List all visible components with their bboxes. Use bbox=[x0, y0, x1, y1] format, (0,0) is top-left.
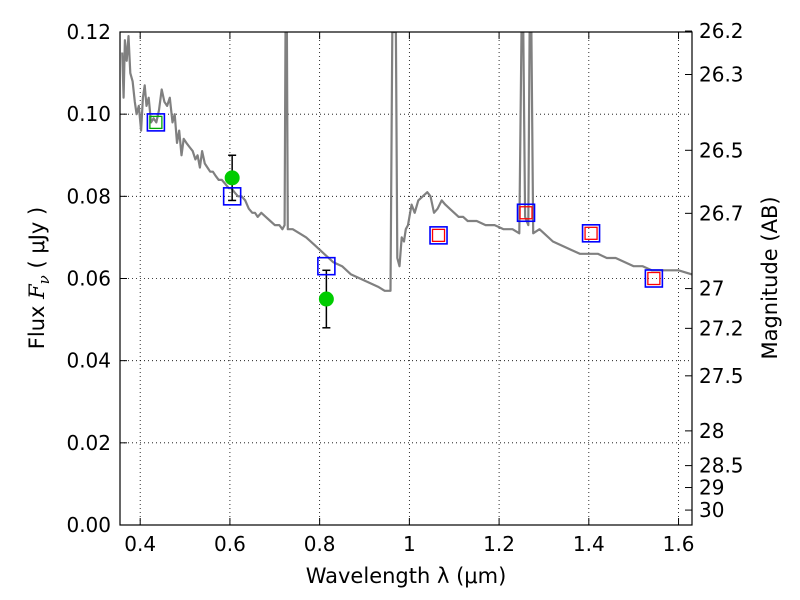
model-inner-square-marker bbox=[584, 226, 598, 240]
model-inner-square-marker bbox=[519, 206, 533, 220]
model-square-marker bbox=[429, 226, 448, 245]
y-tick-label: 0.04 bbox=[66, 349, 111, 373]
y2-tick-label: 27.5 bbox=[699, 364, 744, 388]
y-axis-label: Flux Fν ( μJy ) bbox=[25, 207, 53, 349]
model-inner-square-marker bbox=[149, 115, 163, 130]
y-tick-label: 0.12 bbox=[66, 20, 111, 44]
y2-tick-label: 28 bbox=[699, 419, 724, 443]
y-tick-label: 0.02 bbox=[66, 431, 111, 455]
y2-tick-label: 30 bbox=[699, 498, 724, 522]
y2-tick-label: 27.2 bbox=[699, 316, 744, 340]
model-square-marker bbox=[581, 224, 601, 243]
plot-frame bbox=[119, 31, 693, 526]
model-square-marker bbox=[222, 187, 242, 206]
model-square-marker bbox=[644, 269, 664, 288]
y-tick-label: 0.08 bbox=[66, 184, 111, 208]
y-tick-label: 0.10 bbox=[66, 102, 111, 126]
y2-tick-label: 26.2 bbox=[699, 19, 744, 43]
y2-tick-label: 26.3 bbox=[699, 63, 744, 87]
y-tick-label: 0.06 bbox=[66, 267, 111, 291]
y2-axis-label: Magnitude (AB) bbox=[758, 196, 782, 359]
model-square-marker bbox=[317, 256, 336, 276]
x-tick-label: 1 bbox=[403, 532, 416, 556]
model-square-marker bbox=[146, 113, 166, 132]
spectrum-line bbox=[121, 32, 692, 292]
photometry-point bbox=[318, 291, 334, 307]
grid bbox=[120, 31, 692, 526]
photometry-point bbox=[224, 170, 240, 186]
model-inner-square-marker bbox=[431, 228, 446, 243]
y2-tick-label: 26.7 bbox=[699, 201, 744, 225]
x-tick-label: 0.8 bbox=[304, 532, 336, 556]
x-tick-label: 1.6 bbox=[663, 532, 695, 556]
axis-ticks: 0.4 0.6 0.8 1 1.2 1.4 1.6 0.00 0.02 0.04 0.06 0.08 0… bbox=[66, 19, 743, 556]
y2-tick-label: 29 bbox=[699, 476, 724, 500]
model-square-marker bbox=[516, 203, 536, 223]
y2-tick-label: 27 bbox=[699, 277, 724, 301]
x-tick-label: 1.2 bbox=[483, 532, 515, 556]
y2-tick-label: 26.5 bbox=[699, 138, 744, 162]
x-tick-label: 1.4 bbox=[573, 532, 605, 556]
x-tick-label: 0.6 bbox=[214, 532, 246, 556]
model-inner-square-marker bbox=[647, 271, 661, 286]
y-tick-label: 0.00 bbox=[66, 513, 111, 537]
y2-tick-label: 28.5 bbox=[699, 454, 744, 478]
x-axis-label: Wavelength λ (μm) bbox=[306, 564, 507, 588]
x-tick-label: 0.4 bbox=[124, 532, 156, 556]
plot-area bbox=[121, 32, 692, 329]
